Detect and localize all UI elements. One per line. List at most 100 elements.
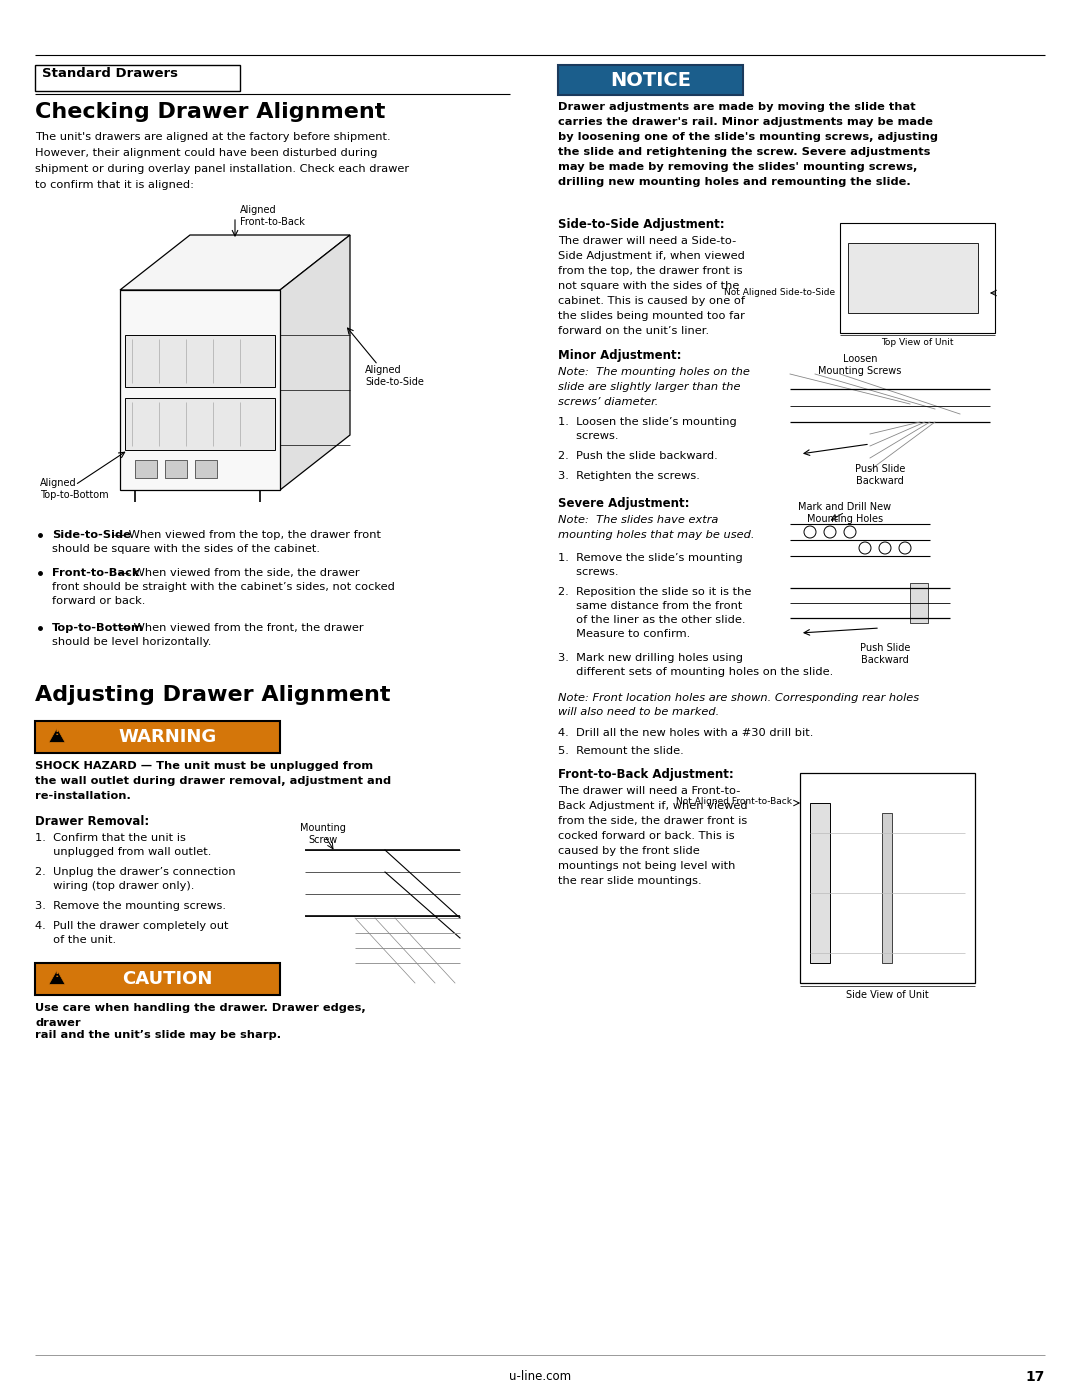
Circle shape [899,542,912,555]
Bar [35,721,280,753]
Text: Note: Front location holes are shown. Corresponding rear holes: Note: Front location holes are shown. Co… [558,693,919,703]
Text: Loosen
Mounting Screws: Loosen Mounting Screws [819,353,902,376]
Bar [810,803,831,963]
Text: 1.  Confirm that the unit is: 1. Confirm that the unit is [35,833,186,842]
Text: Drawer adjustments are made by moving the slide that: Drawer adjustments are made by moving th… [558,102,916,112]
Text: drilling new mounting holes and remounting the slide.: drilling new mounting holes and remounti… [558,177,910,187]
Text: Side-to-Side: Side-to-Side [52,529,131,541]
Text: Side View of Unit: Side View of Unit [846,990,929,1000]
Text: 3.  Mark new drilling holes using: 3. Mark new drilling holes using [558,652,743,664]
Text: Severe Adjustment:: Severe Adjustment: [558,497,689,510]
Text: Note:  The slides have extra: Note: The slides have extra [558,515,718,525]
Text: — When viewed from the top, the drawer front: — When viewed from the top, the drawer f… [110,529,381,541]
Bar [848,243,978,313]
Text: Back Adjustment if, when viewed: Back Adjustment if, when viewed [558,800,747,812]
Text: Front-to-Back Adjustment:: Front-to-Back Adjustment: [558,768,733,781]
Bar [195,460,217,478]
Circle shape [859,542,870,555]
Text: 2.  Reposition the slide so it is the: 2. Reposition the slide so it is the [558,587,752,597]
Text: 4.  Pull the drawer completely out: 4. Pull the drawer completely out [35,921,229,930]
Text: cocked forward or back. This is: cocked forward or back. This is [558,831,734,841]
Text: Checking Drawer Alignment: Checking Drawer Alignment [35,102,386,122]
Text: slide are slightly larger than the: slide are slightly larger than the [558,381,741,393]
Text: shipment or during overlay panel installation. Check each drawer: shipment or during overlay panel install… [35,163,409,175]
Bar [120,291,280,490]
Bar [35,963,280,995]
Bar [910,583,928,623]
Text: of the liner as the other slide.: of the liner as the other slide. [558,615,745,624]
Text: SHOCK HAZARD — The unit must be unplugged from: SHOCK HAZARD — The unit must be unplugge… [35,761,373,771]
Text: same distance from the front: same distance from the front [558,601,742,610]
Text: 1.  Loosen the slide’s mounting: 1. Loosen the slide’s mounting [558,416,737,427]
Text: forward on the unit’s liner.: forward on the unit’s liner. [558,326,710,337]
Text: not square with the sides of the: not square with the sides of the [558,281,740,291]
Bar [125,335,275,387]
Text: to confirm that it is aligned:: to confirm that it is aligned: [35,180,194,190]
Text: from the side, the drawer front is: from the side, the drawer front is [558,816,747,826]
Text: Mounting
Screw: Mounting Screw [300,823,346,845]
Text: Standard Drawers: Standard Drawers [42,67,178,80]
Bar [35,66,240,91]
Text: mounting holes that may be used.: mounting holes that may be used. [558,529,755,541]
Text: Use care when handling the drawer. Drawer edges,: Use care when handling the drawer. Drawe… [35,1003,369,1013]
Text: !: ! [55,728,59,738]
Text: — When viewed from the front, the drawer: — When viewed from the front, the drawer [116,623,364,633]
Text: WARNING: WARNING [119,728,217,746]
Text: 5.  Remount the slide.: 5. Remount the slide. [558,746,684,756]
Bar [125,398,275,450]
Text: screws.: screws. [558,432,619,441]
Text: Top-to-Bottom: Top-to-Bottom [52,623,144,633]
Bar [135,460,157,478]
Polygon shape [120,235,350,291]
Text: caused by the front slide: caused by the front slide [558,847,700,856]
Bar [165,460,187,478]
Text: wiring (top drawer only).: wiring (top drawer only). [35,882,194,891]
Text: Push Slide
Backward: Push Slide Backward [860,643,910,665]
Text: the slide and retightening the screw. Severe adjustments: the slide and retightening the screw. Se… [558,147,930,156]
Bar [558,66,743,95]
Text: by loosening one of the slide's mounting screws, adjusting: by loosening one of the slide's mounting… [558,131,939,142]
Text: Aligned
Side-to-Side: Aligned Side-to-Side [365,365,423,387]
Polygon shape [49,728,65,742]
Text: 3.  Retighten the screws.: 3. Retighten the screws. [558,471,700,481]
Text: different sets of mounting holes on the slide.: different sets of mounting holes on the … [558,666,834,678]
Text: u-line.com: u-line.com [509,1370,571,1383]
Text: 2.  Unplug the drawer’s connection: 2. Unplug the drawer’s connection [35,868,235,877]
Bar [882,813,892,963]
Text: re-installation.: re-installation. [35,791,131,800]
Text: from the top, the drawer front is: from the top, the drawer front is [558,265,743,277]
Text: Aligned
Top-to-Bottom: Aligned Top-to-Bottom [40,478,109,500]
Text: NOTICE: NOTICE [610,70,691,89]
Text: CAUTION: CAUTION [122,970,213,988]
Text: — When viewed from the side, the drawer: — When viewed from the side, the drawer [116,569,360,578]
Text: unplugged from wall outlet.: unplugged from wall outlet. [35,847,212,856]
Text: Not Aligned Side-to-Side: Not Aligned Side-to-Side [724,288,835,298]
Text: front should be straight with the cabinet’s sides, not cocked: front should be straight with the cabine… [52,583,395,592]
Text: !: ! [55,970,59,979]
Text: the slides being mounted too far: the slides being mounted too far [558,312,745,321]
Text: 17: 17 [1026,1370,1045,1384]
Text: Top View of Unit: Top View of Unit [881,338,954,346]
Bar [840,224,995,332]
Text: Side Adjustment if, when viewed: Side Adjustment if, when viewed [558,251,745,261]
Text: of the unit.: of the unit. [35,935,117,944]
Text: may be made by removing the slides' mounting screws,: may be made by removing the slides' moun… [558,162,917,172]
Bar [800,773,975,983]
Circle shape [804,527,816,538]
Text: the rear slide mountings.: the rear slide mountings. [558,876,702,886]
Text: cabinet. This is caused by one of: cabinet. This is caused by one of [558,296,745,306]
Text: drawer
rail and the unit’s slide may be sharp.: drawer rail and the unit’s slide may be … [35,1018,281,1039]
Text: mountings not being level with: mountings not being level with [558,861,735,870]
Text: should be square with the sides of the cabinet.: should be square with the sides of the c… [52,543,320,555]
Text: screws.: screws. [558,567,619,577]
Text: However, their alignment could have been disturbed during: However, their alignment could have been… [35,148,378,158]
Circle shape [879,542,891,555]
Text: The drawer will need a Side-to-: The drawer will need a Side-to- [558,236,737,246]
Text: Minor Adjustment:: Minor Adjustment: [558,349,681,362]
Text: Side-to-Side Adjustment:: Side-to-Side Adjustment: [558,218,725,231]
Text: the wall outlet during drawer removal, adjustment and: the wall outlet during drawer removal, a… [35,775,391,787]
Text: 2.  Push the slide backward.: 2. Push the slide backward. [558,451,718,461]
Circle shape [824,527,836,538]
Text: forward or back.: forward or back. [52,597,146,606]
Text: The unit's drawers are aligned at the factory before shipment.: The unit's drawers are aligned at the fa… [35,131,391,142]
